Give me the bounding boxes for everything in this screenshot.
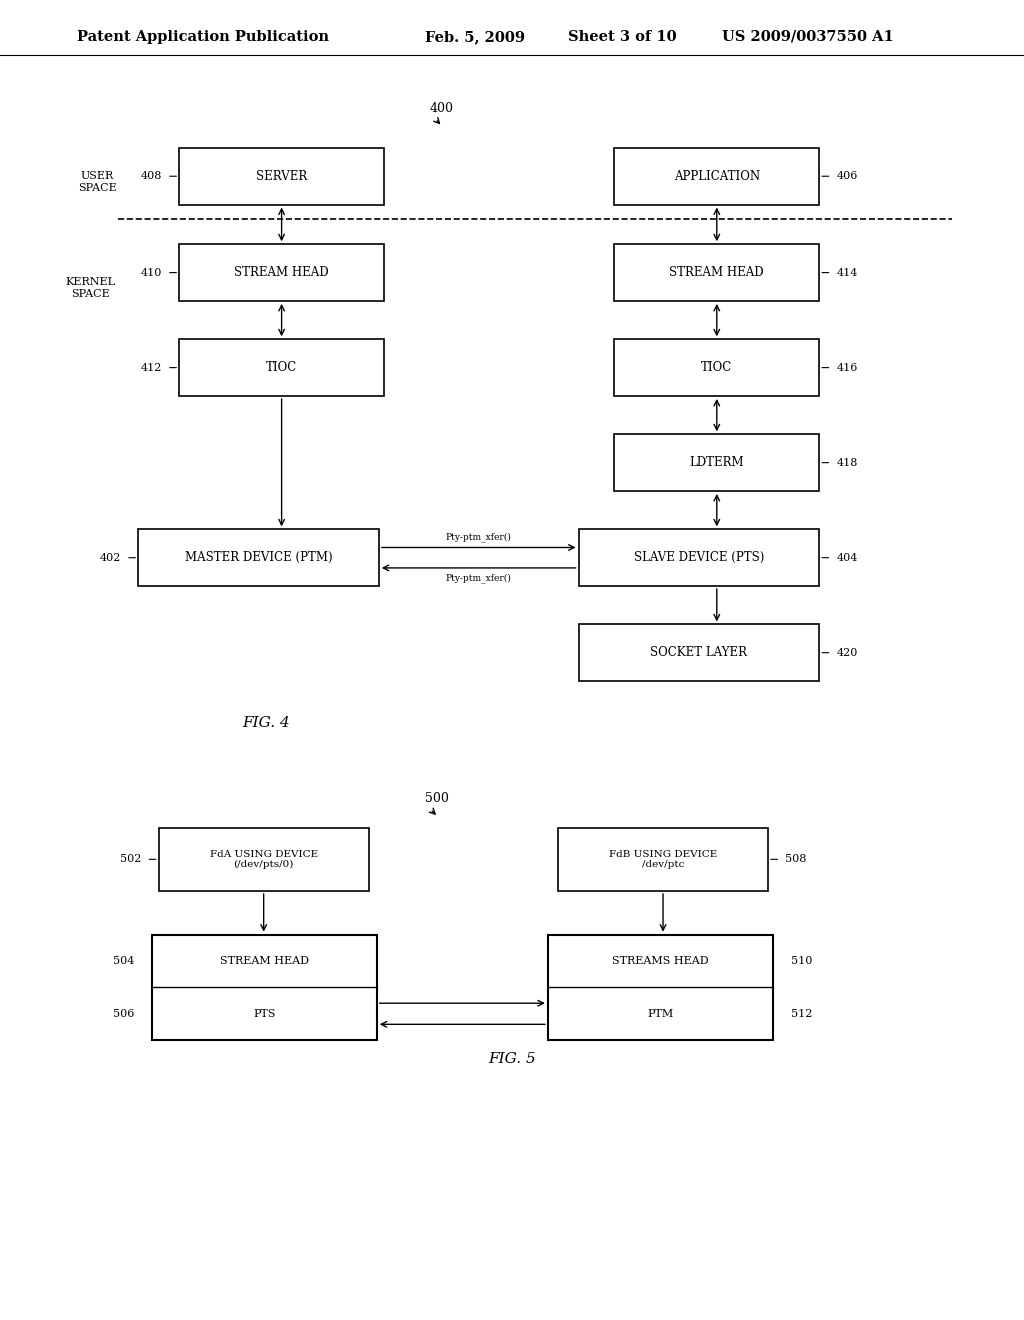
- Text: FIG. 4: FIG. 4: [243, 717, 290, 730]
- Text: 504: 504: [113, 956, 134, 966]
- Text: 510: 510: [791, 956, 812, 966]
- Text: PTS: PTS: [253, 1008, 275, 1019]
- Text: KERNEL
SPACE: KERNEL SPACE: [66, 277, 115, 298]
- Text: SOCKET LAYER: SOCKET LAYER: [650, 647, 748, 659]
- Bar: [152, 935, 377, 1040]
- Text: 400: 400: [430, 102, 454, 115]
- Text: FIG. 5: FIG. 5: [488, 1052, 536, 1065]
- Text: 502: 502: [120, 854, 141, 865]
- Text: 414: 414: [837, 268, 858, 277]
- Text: 402: 402: [99, 553, 121, 562]
- Text: 420: 420: [837, 648, 858, 657]
- Text: 412: 412: [140, 363, 162, 372]
- Text: 500: 500: [425, 792, 449, 805]
- Bar: [614, 148, 819, 205]
- Text: SERVER: SERVER: [256, 170, 307, 182]
- Text: Pty-ptm_xfer(): Pty-ptm_xfer(): [445, 573, 512, 583]
- Text: 512: 512: [791, 1008, 812, 1019]
- Text: Patent Application Publication: Patent Application Publication: [77, 30, 329, 44]
- Text: TIOC: TIOC: [266, 362, 297, 374]
- Text: APPLICATION: APPLICATION: [674, 170, 760, 182]
- Text: 418: 418: [837, 458, 858, 467]
- Bar: [614, 244, 819, 301]
- Text: 404: 404: [837, 553, 858, 562]
- Bar: [159, 828, 369, 891]
- Text: FdA USING DEVICE
(/dev/pts/0): FdA USING DEVICE (/dev/pts/0): [210, 850, 317, 869]
- Bar: [558, 828, 768, 891]
- Bar: [548, 935, 773, 1040]
- Text: FdB USING DEVICE
/dev/ptc: FdB USING DEVICE /dev/ptc: [609, 850, 717, 869]
- Text: STREAMS HEAD: STREAMS HEAD: [612, 956, 709, 966]
- Bar: [614, 434, 819, 491]
- Bar: [579, 624, 819, 681]
- Bar: [138, 529, 379, 586]
- Text: Pty-ptm_xfer(): Pty-ptm_xfer(): [445, 532, 512, 543]
- Bar: [614, 339, 819, 396]
- Text: TIOC: TIOC: [701, 362, 732, 374]
- Text: 416: 416: [837, 363, 858, 372]
- Text: Sheet 3 of 10: Sheet 3 of 10: [568, 30, 677, 44]
- Text: STREAM HEAD: STREAM HEAD: [670, 267, 764, 279]
- Bar: [179, 244, 384, 301]
- Text: STREAM HEAD: STREAM HEAD: [234, 267, 329, 279]
- Text: SLAVE DEVICE (PTS): SLAVE DEVICE (PTS): [634, 552, 764, 564]
- Text: MASTER DEVICE (PTM): MASTER DEVICE (PTM): [184, 552, 333, 564]
- Text: 410: 410: [140, 268, 162, 277]
- Text: 406: 406: [837, 172, 858, 181]
- Text: 408: 408: [140, 172, 162, 181]
- Text: 506: 506: [113, 1008, 134, 1019]
- Text: 508: 508: [785, 854, 807, 865]
- Text: STREAM HEAD: STREAM HEAD: [220, 956, 308, 966]
- Bar: [579, 529, 819, 586]
- Text: Feb. 5, 2009: Feb. 5, 2009: [425, 30, 525, 44]
- Text: LDTERM: LDTERM: [689, 457, 744, 469]
- Text: US 2009/0037550 A1: US 2009/0037550 A1: [722, 30, 894, 44]
- Bar: [179, 339, 384, 396]
- Text: PTM: PTM: [647, 1008, 674, 1019]
- Bar: [179, 148, 384, 205]
- Text: USER
SPACE: USER SPACE: [78, 172, 117, 193]
